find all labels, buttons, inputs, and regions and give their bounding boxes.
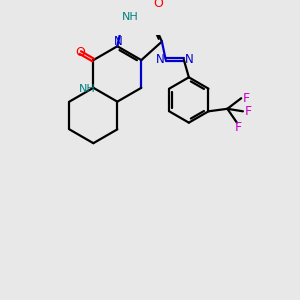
Text: O: O bbox=[75, 46, 85, 59]
Text: NH: NH bbox=[79, 84, 95, 94]
Text: N: N bbox=[185, 53, 194, 66]
Text: F: F bbox=[243, 92, 250, 105]
Text: F: F bbox=[235, 121, 242, 134]
Text: NH: NH bbox=[122, 12, 139, 22]
Text: N: N bbox=[114, 35, 123, 48]
Text: F: F bbox=[244, 105, 252, 118]
Text: O: O bbox=[153, 0, 163, 10]
Text: N: N bbox=[156, 53, 164, 66]
